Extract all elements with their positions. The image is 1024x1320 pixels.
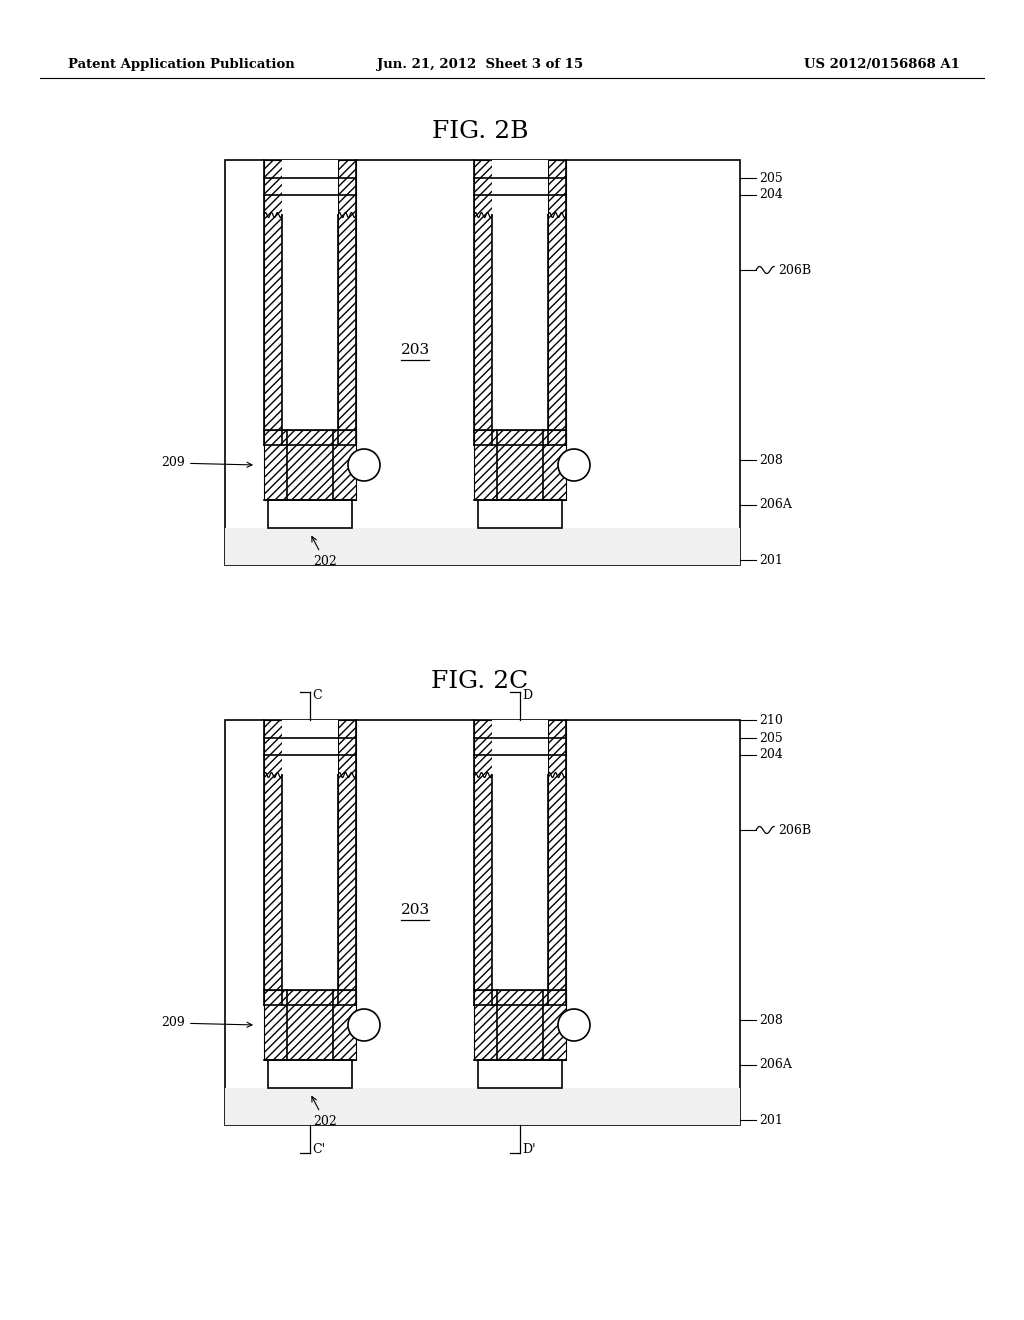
Bar <box>478 500 562 528</box>
Bar <box>338 719 356 1005</box>
Text: 204: 204 <box>759 748 783 762</box>
Circle shape <box>558 449 590 480</box>
Bar <box>338 160 356 445</box>
Text: FIG. 2C: FIG. 2C <box>431 671 528 693</box>
Text: 204: 204 <box>759 189 783 202</box>
Text: C: C <box>312 689 322 702</box>
Text: 201: 201 <box>759 1114 783 1126</box>
Bar <box>478 1060 562 1088</box>
Bar <box>264 430 356 500</box>
Bar <box>492 719 548 1005</box>
Text: Jun. 21, 2012  Sheet 3 of 15: Jun. 21, 2012 Sheet 3 of 15 <box>377 58 583 71</box>
Bar <box>282 160 338 445</box>
Text: Patent Application Publication: Patent Application Publication <box>68 58 295 71</box>
Text: US 2012/0156868 A1: US 2012/0156868 A1 <box>804 58 961 71</box>
Circle shape <box>558 1008 590 1041</box>
Bar <box>225 719 740 1125</box>
Text: 208: 208 <box>759 454 783 466</box>
Text: D': D' <box>522 1143 536 1156</box>
Text: 203: 203 <box>400 903 429 917</box>
Bar <box>474 430 566 500</box>
Bar <box>268 500 352 528</box>
Text: 209: 209 <box>161 1016 252 1030</box>
Bar <box>268 1060 352 1088</box>
Text: 205: 205 <box>759 731 782 744</box>
Bar <box>225 1088 740 1125</box>
Bar <box>492 160 548 445</box>
Text: D: D <box>522 689 532 702</box>
Text: FIG. 2B: FIG. 2B <box>432 120 528 143</box>
Bar <box>282 719 338 1005</box>
Text: 206A: 206A <box>759 499 792 511</box>
Text: 206B: 206B <box>778 264 811 276</box>
Bar <box>548 160 566 445</box>
Text: 209: 209 <box>161 457 252 470</box>
Bar <box>474 719 492 1005</box>
Text: 201: 201 <box>759 553 783 566</box>
Text: 202: 202 <box>312 1097 337 1129</box>
Bar <box>225 528 740 565</box>
Text: 208: 208 <box>759 1014 783 1027</box>
Circle shape <box>348 1008 380 1041</box>
Bar <box>548 719 566 1005</box>
Bar <box>264 719 282 1005</box>
Text: 203: 203 <box>400 343 429 356</box>
Bar <box>264 160 282 445</box>
Bar <box>264 990 356 1060</box>
Text: C': C' <box>312 1143 326 1156</box>
Circle shape <box>348 449 380 480</box>
Text: 206A: 206A <box>759 1059 792 1072</box>
Text: 205: 205 <box>759 172 782 185</box>
Bar <box>474 990 566 1060</box>
Text: 206B: 206B <box>778 824 811 837</box>
Bar <box>474 160 492 445</box>
Text: 202: 202 <box>312 536 337 568</box>
Text: 210: 210 <box>759 714 783 726</box>
Bar <box>225 160 740 565</box>
